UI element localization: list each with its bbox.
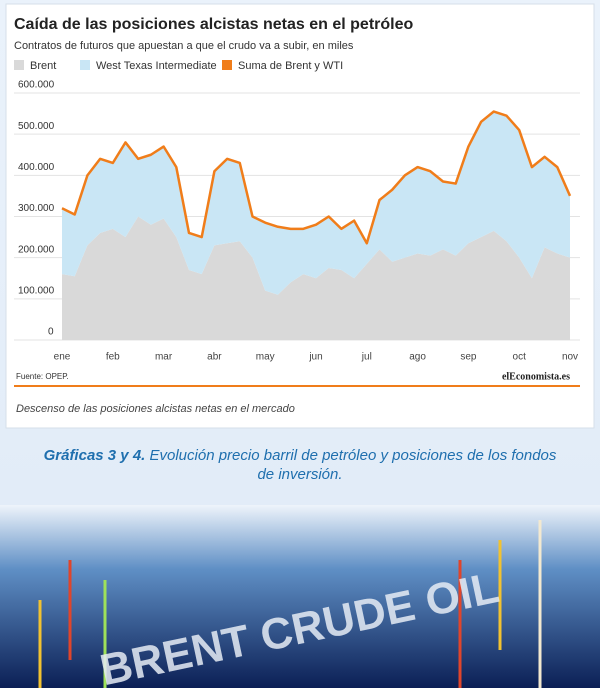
y-tick-label: 100.000: [18, 285, 55, 296]
legend-swatch: [14, 60, 24, 70]
y-tick-label: 0: [48, 327, 54, 338]
legend-swatch: [80, 60, 90, 70]
x-tick-label: oct: [513, 352, 527, 363]
x-tick-label: ene: [54, 352, 71, 363]
y-tick-label: 300.000: [18, 203, 55, 214]
y-tick-label: 500.000: [18, 121, 55, 132]
photo: [0, 505, 600, 688]
legend-label: Suma de Brent y WTI: [238, 60, 343, 72]
x-tick-label: abr: [207, 352, 222, 363]
source: Fuente: OPEP.: [16, 372, 69, 381]
x-tick-label: sep: [460, 352, 477, 363]
chart-subtitle: Contratos de futuros que apuestan a que …: [14, 40, 354, 52]
legend-label: West Texas Intermediate: [96, 60, 217, 72]
photo-bars: [38, 520, 542, 688]
y-tick-label: 600.000: [18, 80, 55, 91]
x-tick-label: ago: [409, 352, 426, 363]
x-tick-label: nov: [562, 352, 578, 363]
logo: elEconomista.es: [502, 371, 570, 382]
y-tick-label: 200.000: [18, 244, 55, 255]
caption-lead: Gráficas 3 y 4.: [43, 447, 146, 464]
caption: Gráficas 3 y 4. Evolución precio barril …: [40, 446, 560, 484]
chart-description: Descenso de las posiciones alcistas neta…: [16, 403, 295, 415]
x-tick-label: mar: [155, 352, 173, 363]
x-tick-label: jun: [308, 352, 322, 363]
chart-title: Caída de las posiciones alcistas netas e…: [14, 16, 413, 33]
x-tick-label: jul: [361, 352, 372, 363]
y-tick-label: 400.000: [18, 162, 55, 173]
line-sum: [61, 110, 572, 245]
legend-swatch: [222, 60, 232, 70]
x-tick-label: feb: [106, 352, 120, 363]
caption-text: Evolución precio barril de petróleo y po…: [149, 447, 557, 483]
legend-label: Brent: [30, 60, 56, 72]
area-wti: [62, 111, 570, 295]
x-tick-label: may: [256, 352, 275, 363]
